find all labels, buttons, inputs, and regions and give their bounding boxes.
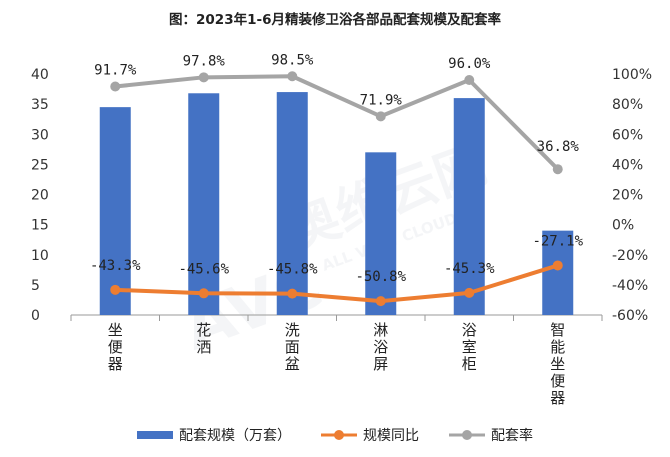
y-left-tick-label: 40 <box>31 67 49 83</box>
yoy-line <box>115 263 559 304</box>
yoy-point <box>198 288 209 299</box>
y-left-tick-label: 15 <box>31 218 49 234</box>
y-right-tick-label: -20% <box>612 248 648 264</box>
bar <box>188 93 220 315</box>
legend-item-yoy: 规模同比 <box>321 425 419 445</box>
rate-point <box>375 111 386 122</box>
yoy-label: -43.3% <box>90 258 141 274</box>
y-right-tick-label: -40% <box>612 278 648 294</box>
x-tick-char: 洗 <box>285 321 300 339</box>
bar <box>542 230 574 315</box>
x-tick-char: 花 <box>196 321 211 339</box>
yoy-point <box>464 287 475 298</box>
rate-label: 36.8% <box>537 139 580 155</box>
y-right-tick-label: 80% <box>612 97 643 113</box>
y-right-tick-label: 40% <box>612 157 643 173</box>
x-tick-char: 器 <box>108 355 123 373</box>
x-tick-char: 室 <box>462 338 477 356</box>
bar <box>365 152 397 315</box>
y-left-tick-label: 5 <box>31 278 40 294</box>
rate-line <box>115 74 560 171</box>
legend-label-yoy: 规模同比 <box>363 428 419 444</box>
line-series <box>110 71 563 307</box>
rate-point <box>198 72 209 83</box>
bar <box>453 98 485 315</box>
x-tick-char: 坐 <box>550 355 565 373</box>
rate-label: 97.8% <box>183 53 226 69</box>
yoy-label: -45.8% <box>267 262 318 278</box>
y-left-tick-label: 10 <box>31 248 49 264</box>
x-tick-label: 坐便器 <box>108 321 123 373</box>
bar <box>99 107 131 315</box>
x-tick-char: 浴 <box>462 321 477 339</box>
yoy-point <box>287 288 298 299</box>
rate-label: 91.7% <box>94 63 137 79</box>
legend-swatch-bar <box>137 431 173 439</box>
legend-swatch-rate <box>449 430 485 440</box>
x-tick-label: 洗面盆 <box>285 321 300 373</box>
yoy-label: -45.3% <box>444 261 495 277</box>
bar-series <box>99 92 574 315</box>
x-tick-label: 浴室柜 <box>462 321 477 373</box>
x-tick-char: 屏 <box>373 355 388 373</box>
x-tick-char: 器 <box>550 389 565 407</box>
rate-point <box>464 75 475 86</box>
x-tick-char: 洒 <box>196 338 211 356</box>
x-tick-char: 淋 <box>373 321 388 339</box>
y-right-tick-label: 60% <box>612 127 643 143</box>
yoy-label: -45.6% <box>178 261 229 277</box>
legend-item-rate: 配套率 <box>449 425 533 445</box>
y-right-tick-label: -60% <box>612 308 648 324</box>
data-labels: 91.7% 97.8% 98.5% 71.9% 96.0% 36.8% -43.3% -45.… <box>90 52 584 285</box>
rate-point <box>552 164 563 175</box>
yoy-label: -50.8% <box>355 269 406 285</box>
rate-point <box>110 81 121 92</box>
rate-label: 98.5% <box>271 52 314 68</box>
legend-item-bar: 配套规模（万套） <box>137 425 291 445</box>
yoy-point <box>552 260 563 271</box>
x-tick-char: 浴 <box>373 338 388 356</box>
legend: 配套规模（万套） 规模同比 配套率 <box>0 423 670 447</box>
x-tick-label: 智能坐便器 <box>550 321 565 407</box>
rate-label: 71.9% <box>360 92 403 108</box>
chart-title: 图：2023年1-6月精装修卫浴各部品配套规模及配套率 <box>169 12 501 28</box>
x-tick-char: 柜 <box>462 355 477 373</box>
y-left-tick-label: 25 <box>31 157 49 173</box>
x-tick-label: 花洒 <box>196 321 211 356</box>
legend-label-bar: 配套规模（万套） <box>179 428 291 444</box>
y-left-tick-label: 0 <box>31 308 40 324</box>
x-tick-char: 盆 <box>285 355 300 373</box>
x-tick-char: 能 <box>550 338 565 356</box>
legend-swatch-yoy <box>321 430 357 440</box>
x-tick-char: 便 <box>108 338 123 356</box>
y-right-tick-label: 20% <box>612 188 643 204</box>
legend-label-rate: 配套率 <box>491 428 533 444</box>
x-tick-label: 淋浴屏 <box>373 321 388 373</box>
y-right-tick-label: 0% <box>612 218 634 234</box>
axes: 0 5 10 15 20 25 30 35 40 -60% -40% -20% 0% 20% 40% 60% 8… <box>31 67 652 407</box>
x-tick-char: 智 <box>550 321 565 339</box>
rate-label: 96.0% <box>448 56 491 72</box>
y-left-tick-label: 30 <box>31 127 49 143</box>
y-left-tick-label: 35 <box>31 97 49 113</box>
y-right-tick-label: 100% <box>612 67 652 83</box>
x-tick-char: 便 <box>550 372 565 390</box>
yoy-label: -27.1% <box>532 233 583 249</box>
yoy-point <box>375 296 386 307</box>
x-tick-char: 坐 <box>108 321 123 339</box>
bar <box>276 92 308 315</box>
yoy-point <box>110 284 121 295</box>
rate-point <box>287 71 298 82</box>
x-tick-char: 面 <box>285 338 300 356</box>
y-left-tick-label: 20 <box>31 188 49 204</box>
